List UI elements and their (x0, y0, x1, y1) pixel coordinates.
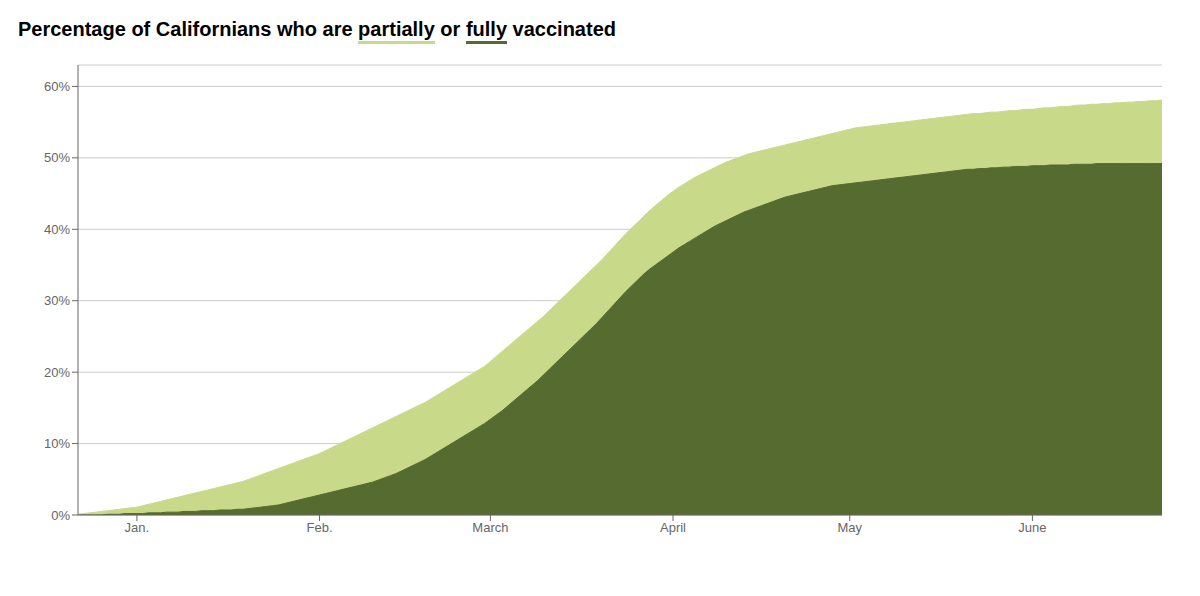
svg-text:10%: 10% (44, 436, 70, 451)
svg-text:April: April (660, 520, 686, 535)
svg-text:March: March (472, 520, 508, 535)
svg-text:20%: 20% (44, 365, 70, 380)
svg-text:May: May (837, 520, 862, 535)
svg-text:30%: 30% (44, 293, 70, 308)
svg-text:0%: 0% (51, 508, 70, 523)
svg-text:Feb.: Feb. (307, 520, 333, 535)
svg-text:40%: 40% (44, 222, 70, 237)
svg-text:June: June (1018, 520, 1046, 535)
svg-text:Jan.: Jan. (125, 520, 150, 535)
svg-text:60%: 60% (44, 79, 70, 94)
svg-text:50%: 50% (44, 150, 70, 165)
html-text:Percentage of Californians who: Percentage of Californians who are parti… (18, 18, 616, 40)
